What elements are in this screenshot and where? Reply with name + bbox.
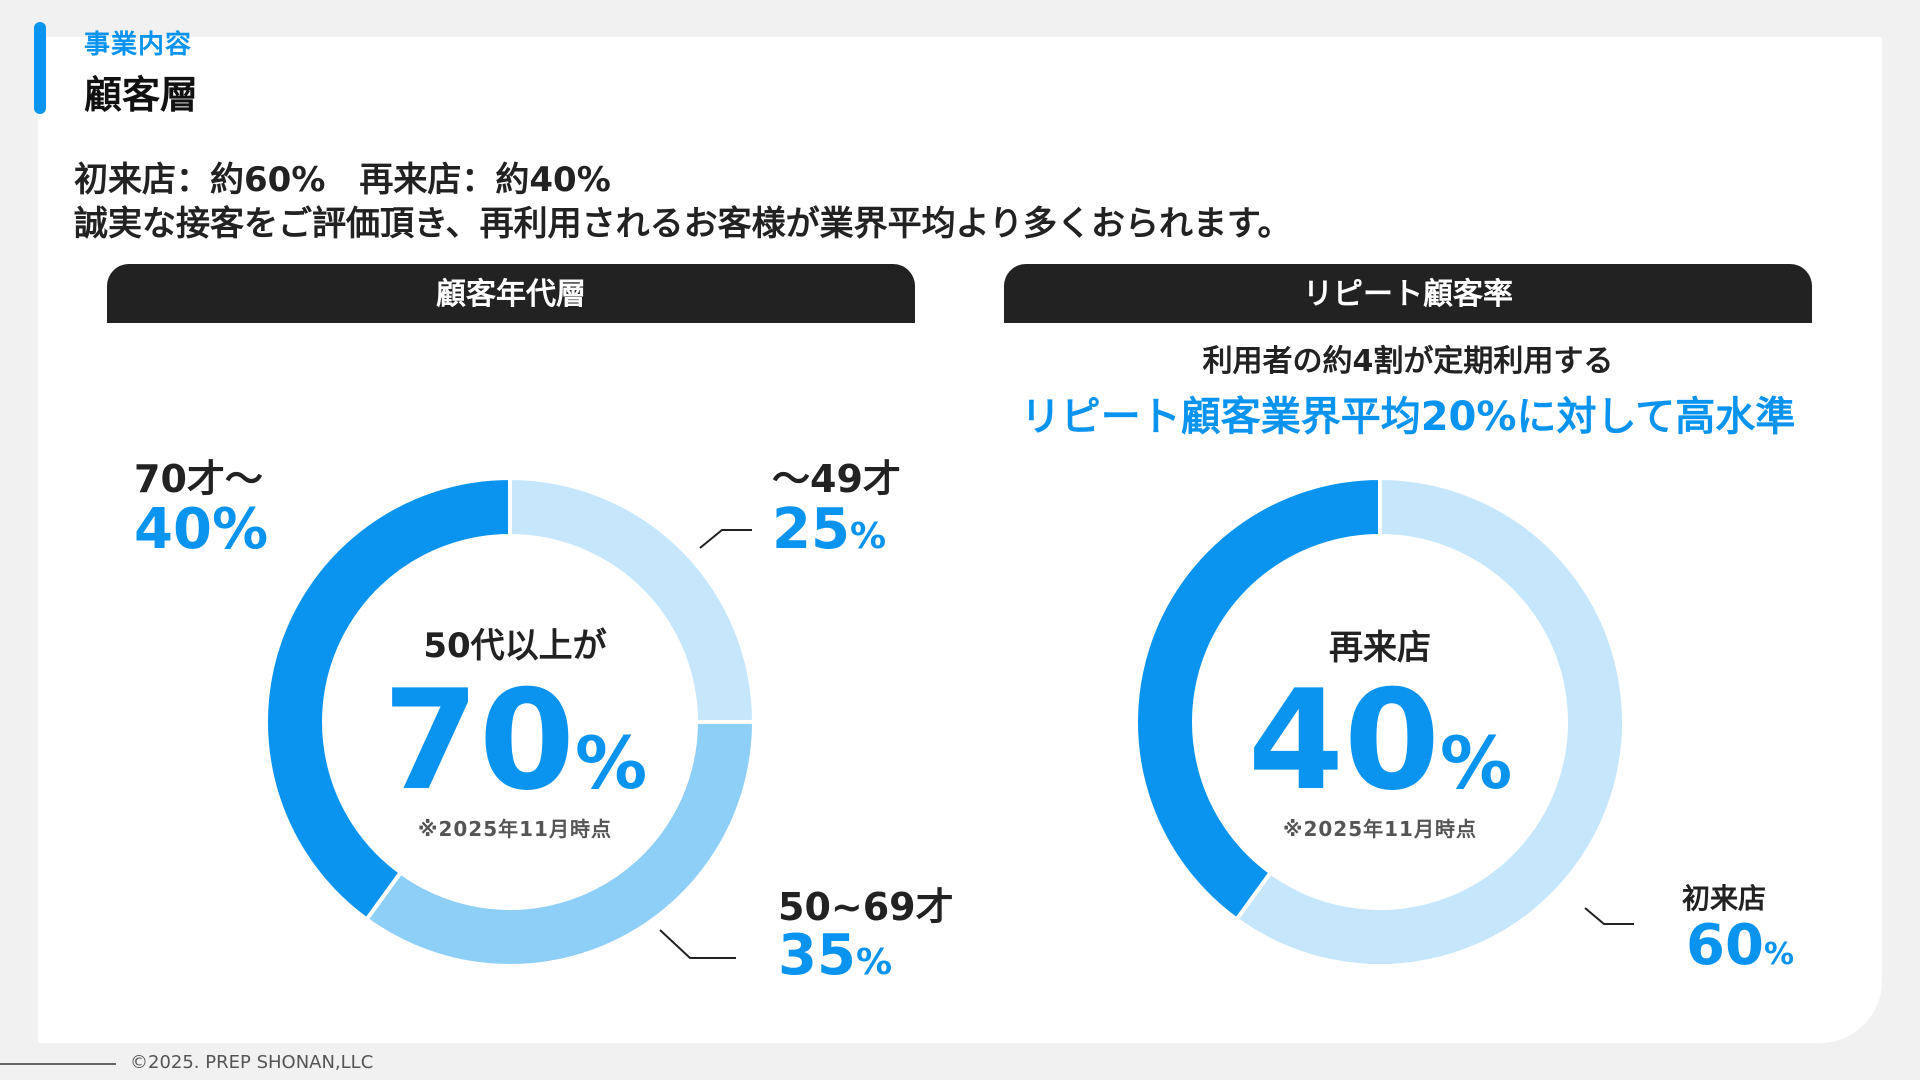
segment-value-50-69: 35%: [778, 923, 893, 988]
repeat-center-note: ※2025年11月時点: [1283, 817, 1477, 841]
page-title: 顧客層: [84, 73, 199, 117]
summary-ratio: 初来店：約60% 再来店：約40%: [74, 160, 611, 200]
age-donut-slice-1: [363, 720, 757, 968]
leader-first-visit: [1584, 907, 1634, 925]
repeat-center-caption: 再来店: [1329, 628, 1431, 668]
section-label: 事業内容: [84, 30, 193, 60]
repeat-donut-slice-0: [1233, 475, 1626, 968]
segment-value-under-49: 25%: [772, 497, 887, 562]
segment-value-first-visit: 60%: [1686, 913, 1794, 978]
accent-bar: [34, 22, 46, 114]
repeat-note: 利用者の約4割が定期利用する: [1202, 344, 1614, 379]
age-center-value: 70%: [382, 660, 648, 821]
segment-label-50-69: 50~69才: [778, 885, 954, 929]
age-center-note: ※2025年11月時点: [418, 817, 612, 841]
footer-rule: [0, 1063, 116, 1065]
segment-label-first-visit: 初来店: [1682, 882, 1767, 915]
repeat-center-value: 40%: [1247, 660, 1513, 821]
leader-50-69: [659, 929, 736, 959]
repeat-donut-slice-1: [1134, 475, 1382, 923]
segment-label-70-plus: 70才～: [134, 457, 263, 501]
age-donut-slice-2: [264, 475, 512, 923]
segment-label-under-49: ～49才: [772, 457, 901, 501]
repeat-panel-header: リピート顧客率: [1004, 264, 1812, 323]
summary-description: 誠実な接客をご評価頂き、再利用されるお客様が業界平均より多くおられます。: [74, 204, 1292, 244]
segment-value-70-plus: 40%: [134, 497, 269, 562]
footer-copyright: ©2025. PREP SHONAN,LLC: [130, 1052, 374, 1073]
age-center-caption: 50代以上が: [423, 626, 607, 666]
leader-under-49: [699, 529, 752, 549]
age-panel-header: 顧客年代層: [107, 264, 915, 323]
repeat-highlight: リピート顧客業界平均20%に対して高水準: [1020, 394, 1796, 440]
